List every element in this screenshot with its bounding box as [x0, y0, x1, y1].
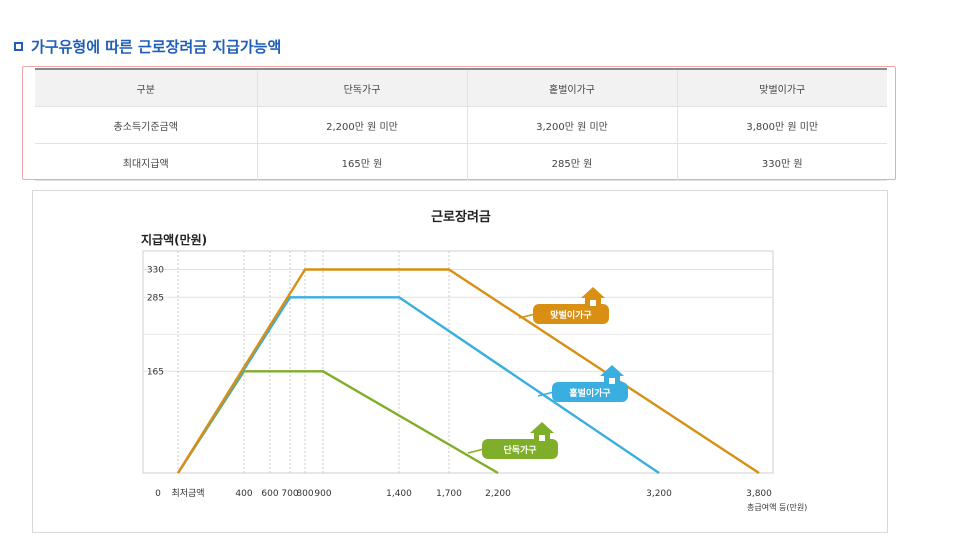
x-tick-label: 600 [261, 489, 278, 499]
x-tick-label: 700 [281, 489, 298, 499]
table-header-cell: 구분 [35, 68, 257, 107]
y-tick-label: 330 [147, 266, 164, 276]
table-header-cell: 맞벌이가구 [676, 68, 887, 107]
x-tick-label: 0 [155, 489, 161, 499]
badge-leader-line [467, 448, 485, 454]
benefit-table: 구분 단독가구 홑벌이가구 맞벌이가구 총소득기준금액 2,200만 원 미만 … [35, 68, 887, 181]
square-bullet-icon [14, 42, 23, 51]
y-tick-label: 285 [147, 293, 164, 303]
x-tick-label: 400 [235, 489, 252, 499]
house-door-icon [609, 378, 615, 384]
table-row: 최대지급액 165만 원 285만 원 330만 원 [35, 143, 887, 181]
plot-frame [142, 250, 774, 474]
badge-label: 단독가구 [503, 444, 536, 456]
table-cell: 3,200만 원 미만 [466, 106, 677, 144]
table-header-cell: 단독가구 [256, 68, 467, 107]
badge-label: 맞벌이가구 [550, 309, 591, 321]
table-row: 총소득기준금액 2,200만 원 미만 3,200만 원 미만 3,800만 원… [35, 106, 887, 144]
badge-단독가구 [482, 439, 558, 459]
table-cell: 330만 원 [676, 143, 887, 181]
x-tick-label: 최저금액 [171, 487, 204, 499]
y-axis-label: 지급액(만원) [141, 232, 207, 247]
badge-leader-line [518, 313, 536, 319]
table-header-row: 구분 단독가구 홑벌이가구 맞벌이가구 [35, 68, 887, 107]
table-cell: 최대지급액 [35, 143, 257, 181]
series-line-맞벌이가구 [176, 268, 760, 475]
x-axis-label: 총급여액 등(만원) [747, 502, 807, 512]
table-header-cell: 홑벌이가구 [466, 68, 677, 107]
x-tick-label: 800 [296, 489, 313, 499]
house-roof-icon [600, 365, 624, 376]
badge-홑벌이가구 [552, 382, 628, 402]
house-door-icon [539, 435, 545, 441]
x-tick-label: 1,400 [386, 489, 412, 499]
section-title-text: 가구유형에 따른 근로장려금 지급가능액 [31, 38, 282, 56]
house-roof-icon [581, 287, 605, 298]
badge-leader-line [537, 391, 555, 397]
x-tick-label: 900 [314, 489, 331, 499]
table-cell: 총소득기준금액 [35, 106, 257, 144]
x-tick-label: 3,800 [746, 489, 772, 499]
badge-맞벌이가구 [533, 304, 609, 324]
x-tick-label: 2,200 [485, 489, 511, 499]
table-cell: 165만 원 [256, 143, 467, 181]
chart-title: 근로장려금 [431, 209, 491, 225]
table-cell: 2,200만 원 미만 [256, 106, 467, 144]
house-door-icon [590, 300, 596, 306]
badge-label: 홑벌이가구 [569, 387, 610, 399]
x-tick-label: 1,700 [436, 489, 462, 499]
table-cell: 285만 원 [466, 143, 677, 181]
y-tick-label: 165 [147, 367, 164, 377]
benefit-table-frame: 구분 단독가구 홑벌이가구 맞벌이가구 총소득기준금액 2,200만 원 미만 … [22, 66, 896, 181]
section-title: 가구유형에 따른 근로장려금 지급가능액 [14, 36, 281, 57]
house-roof-icon [530, 422, 554, 433]
x-tick-label: 3,200 [646, 489, 672, 499]
table-cell: 3,800만 원 미만 [676, 106, 887, 144]
series-line-단독가구 [176, 370, 499, 475]
